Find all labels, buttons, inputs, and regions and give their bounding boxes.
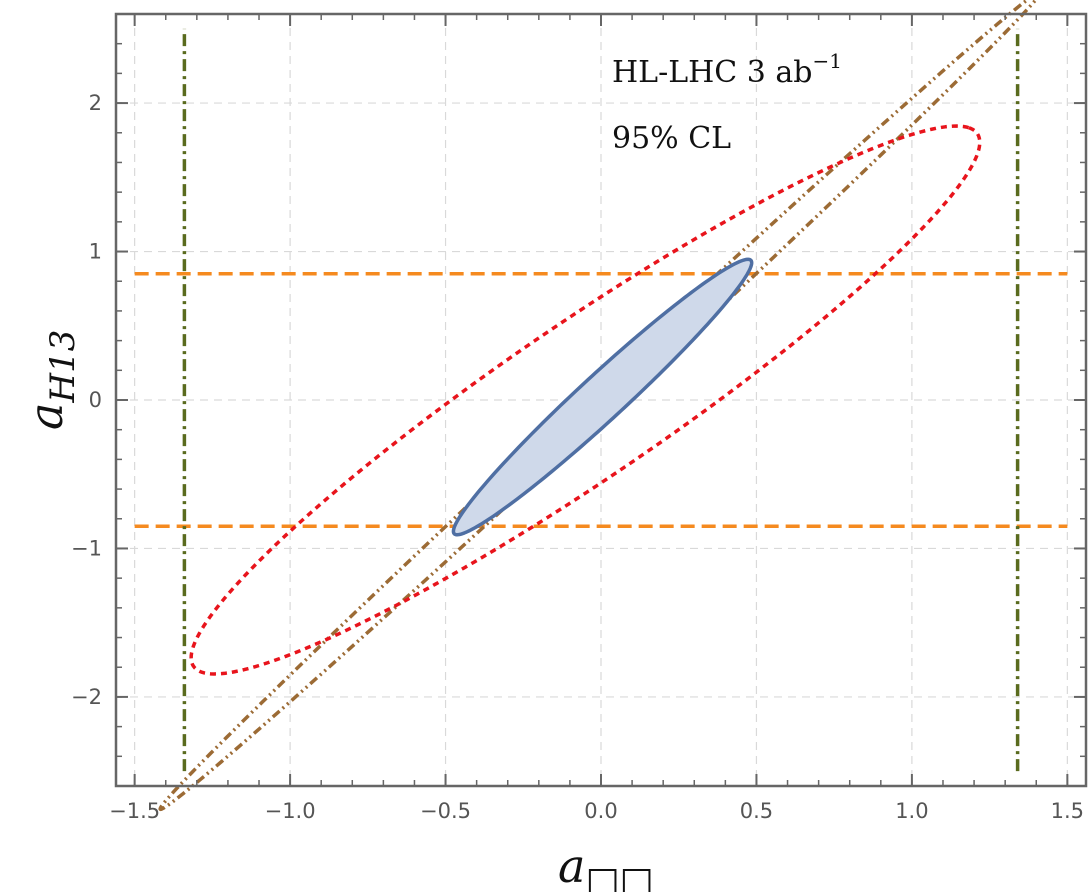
axis-ticks: [116, 13, 1086, 787]
annotation-line1: HL-LHC 3 ab−1: [612, 49, 842, 90]
x-tick-label: −0.5: [420, 799, 471, 823]
y-tick-label: 2: [89, 91, 102, 115]
grid: [116, 14, 1086, 786]
x-tick-label: −1.5: [109, 799, 160, 823]
annotation-line2: 95% CL: [612, 121, 731, 156]
y-tick-label: −2: [71, 685, 102, 709]
contour-ellipse: [451, 257, 754, 537]
y-axis-title: aH13: [19, 330, 83, 430]
x-tick-label: −1.0: [265, 799, 316, 823]
tick-labels: −1.5 −1.0 −0.5 0.0 0.5 1.0 1.5 −2 −1 0 1 2: [71, 91, 1084, 823]
x-tick-label: 0.0: [584, 799, 617, 823]
x-tick-label: 1.0: [895, 799, 928, 823]
y-tick-label: 0: [89, 388, 102, 412]
contour-ellipse: [158, 0, 1038, 812]
x-axis-title: a□□: [558, 839, 653, 892]
x-tick-label: 1.5: [1051, 799, 1084, 823]
y-tick-label: −1: [71, 536, 102, 560]
x-tick-label: 0.5: [740, 799, 773, 823]
contour-ellipse: [189, 124, 982, 676]
y-tick-label: 1: [89, 240, 102, 264]
plot-series: [134, 0, 1068, 812]
annotation: HL-LHC 3 ab−1 95% CL: [612, 49, 842, 156]
